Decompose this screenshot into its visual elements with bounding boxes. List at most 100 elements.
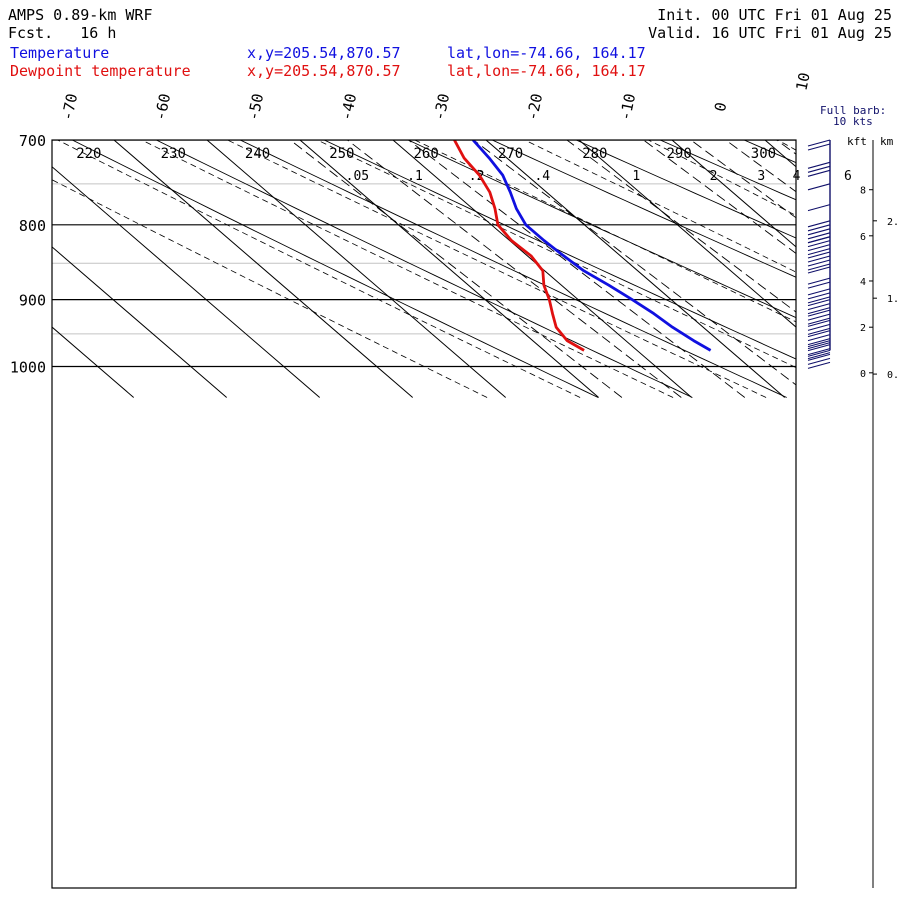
plot-frame (51, 139, 797, 889)
temperature-side-label: 10 (792, 71, 813, 92)
wind-barb (807, 139, 831, 151)
mixing-ratio-line (643, 140, 796, 254)
wind-barb (807, 220, 831, 244)
temperature-top-label: -70 (58, 92, 81, 122)
dry-adiabat-line (828, 140, 900, 398)
theta-label: 290 (667, 146, 692, 162)
mixing-ratio-line (690, 140, 796, 219)
theta-label: 270 (498, 146, 523, 162)
wind-barb (807, 309, 831, 325)
wind-barb (807, 236, 831, 256)
mixing-ratio-label: .1 (407, 169, 423, 184)
mixing-ratio-line (725, 140, 796, 193)
isotherm-line (858, 140, 900, 397)
theta-label: 230 (161, 146, 186, 162)
theta-label: 220 (76, 146, 101, 162)
legend-temperature-name: Temperature (10, 44, 110, 62)
wind-barb-column (807, 139, 831, 369)
init-time: Init. 00 UTC Fri 01 Aug 25 (657, 6, 892, 24)
moist-adiabat-line (524, 140, 796, 273)
mixing-ratio-label: 3 (757, 169, 765, 184)
pressure-axis: 700 800 900 1000 (10, 132, 46, 377)
dry-adiabat-line (240, 140, 787, 398)
profile-line-dewpoint-temperature (453, 140, 585, 352)
pressure-tick-label: 900 (19, 292, 46, 310)
wind-barb (807, 204, 831, 212)
height-km-label: 2. (887, 217, 899, 228)
temperature-top-label: -10 (616, 92, 639, 122)
wind-barb (807, 266, 831, 274)
temperature-top-label: -30 (430, 92, 453, 122)
pressure-tick-label: 1000 (10, 359, 46, 377)
dry-adiabat-line (660, 140, 796, 201)
temperature-top-label: -50 (244, 92, 267, 122)
wind-barb (807, 349, 831, 369)
mixing-ratio-label: 6 (844, 169, 852, 184)
pressure-tick-label: 700 (19, 132, 46, 150)
wind-barb (807, 340, 831, 360)
isotherm-line (113, 140, 414, 398)
mixing-ratio-label: .4 (534, 169, 550, 184)
isotherm-line (206, 140, 507, 398)
height-kft-label: 0 (860, 369, 866, 380)
isotherm-line (52, 166, 321, 398)
theta-label: 260 (414, 146, 439, 162)
theta-label: 300 (751, 146, 776, 162)
wind-barb (807, 277, 831, 289)
valid-time: Valid. 16 UTC Fri 01 Aug 25 (648, 24, 892, 42)
mixing-ratio-label: 2 (710, 169, 718, 184)
dry-adiabat-line (324, 140, 796, 360)
theta-label: 240 (245, 146, 270, 162)
isotherm-line (299, 140, 600, 398)
model-title: AMPS 0.89-km WRF (8, 6, 153, 24)
mixing-ratio-label: .05 (346, 169, 369, 184)
dry-adiabat-line (72, 140, 599, 398)
isotherm-line (671, 140, 796, 248)
dry-adiabat-line (492, 140, 796, 278)
height-kft-label: 2 (860, 323, 866, 334)
wind-barb (807, 330, 831, 350)
theta-label: 280 (582, 146, 607, 162)
moist-adiabat-line (227, 140, 767, 398)
legend-dewpoint-latlon: lat,lon=-74.66, 164.17 (447, 62, 646, 80)
height-unit-kft: kft (847, 135, 867, 148)
legend-temperature-latlon: lat,lon=-74.66, 164.17 (447, 44, 646, 62)
dry-adiabat-line (408, 140, 796, 319)
moist-adiabat-line (52, 179, 488, 398)
legend-dewpoint-xy: x,y=205.54,870.57 (247, 62, 401, 80)
barb-legend-line2: 10 kts (833, 115, 873, 128)
dry-adiabat-line (576, 140, 796, 239)
dry-adiabat-line (156, 140, 693, 398)
barb-legend-line1: Full barb: (820, 104, 886, 117)
wind-barb (807, 299, 831, 315)
profile-line-temperature (471, 140, 712, 352)
height-unit-km: km (880, 135, 894, 148)
wind-barb (807, 183, 831, 191)
grid-layer (52, 140, 900, 398)
moist-adiabat-line (648, 140, 796, 216)
wind-barb (807, 251, 831, 271)
height-kft-label: 8 (860, 186, 866, 197)
wind-barb (807, 288, 831, 304)
theta-label: 250 (329, 146, 354, 162)
moist-adiabat-line (317, 140, 796, 368)
temperature-top-label: 0 (711, 101, 730, 114)
pressure-tick-label: 800 (19, 217, 46, 235)
mixing-ratio-label: 1 (632, 169, 640, 184)
forecast-hour: Fcst. 16 h (8, 24, 117, 42)
wind-barb (807, 319, 831, 335)
mixing-ratio-line (473, 140, 796, 386)
temperature-tick-labels: -70 -60 -50 -40 -30 -20 -10 0 10 (58, 71, 814, 122)
height-kft-label: 6 (860, 232, 866, 243)
temperature-top-label: -40 (337, 92, 360, 122)
legend-temperature-xy: x,y=205.54,870.57 (247, 44, 401, 62)
mixing-ratio-line (347, 140, 682, 398)
height-km-label: 1. (887, 294, 899, 305)
legend-dewpoint-name: Dewpoint temperature (10, 62, 191, 80)
isotherm-line (578, 140, 796, 328)
height-km-label: 0. (887, 370, 899, 381)
mixing-ratio-label: .2 (469, 169, 485, 184)
